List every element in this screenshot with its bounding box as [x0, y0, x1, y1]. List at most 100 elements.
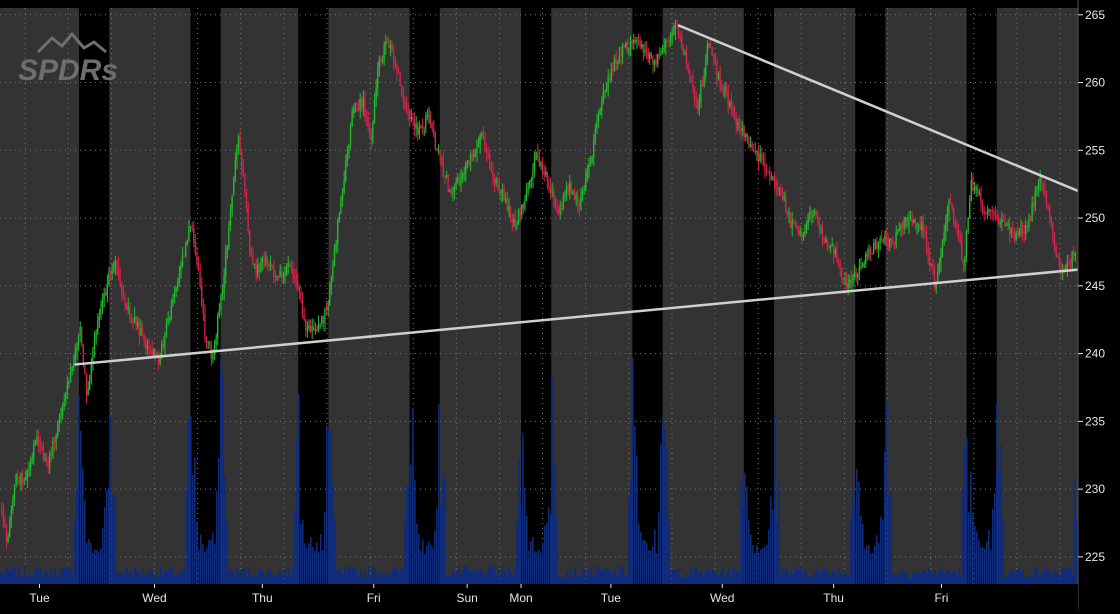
candle-body: [985, 212, 987, 214]
candle-body: [1018, 230, 1020, 236]
candle-body: [378, 58, 380, 69]
candle-body: [135, 316, 137, 327]
candle-body: [756, 151, 758, 153]
volume-bar: [76, 488, 78, 584]
volume-bar: [242, 568, 244, 584]
candle-body: [602, 91, 604, 103]
volume-bar: [612, 573, 614, 584]
volume-bar: [1038, 575, 1040, 584]
time-axis[interactable]: Tue Wed Thu Fri Sun Mon Tue Wed Thu Fri: [0, 584, 1078, 609]
volume-bar: [1058, 575, 1060, 584]
volume-bar: [986, 540, 988, 584]
candle-body: [177, 281, 179, 289]
candle-body: [930, 264, 932, 266]
volume-bar: [174, 574, 176, 584]
candle-body: [559, 207, 561, 214]
volume-bar: [668, 519, 670, 584]
volume-bar: [348, 567, 350, 584]
candle-body: [781, 189, 784, 200]
candle-body: [845, 277, 848, 289]
volume-bar: [32, 577, 34, 584]
volume-bar: [30, 577, 32, 584]
candle-body: [887, 238, 889, 248]
volume-bar: [840, 572, 842, 584]
candle-body: [79, 327, 81, 337]
volume-bar: [52, 577, 54, 584]
volume-bar: [828, 574, 830, 584]
time-tick-label: Wed: [142, 591, 166, 605]
volume-bar: [730, 577, 732, 584]
candle-body: [527, 188, 529, 192]
volume-bar: [1042, 573, 1044, 584]
volume-bar: [686, 573, 688, 584]
candle-body: [881, 238, 883, 241]
candle-body: [615, 58, 617, 65]
volume-bar: [296, 439, 298, 584]
volume-bar: [100, 549, 102, 584]
volume-bar: [1030, 574, 1032, 584]
candle-body: [978, 192, 980, 194]
volume-bar: [182, 568, 184, 584]
candle-body: [213, 344, 216, 352]
volume-bar: [972, 512, 974, 584]
candle-body: [338, 214, 340, 221]
candle-body: [1058, 256, 1060, 267]
volume-bar: [310, 537, 312, 584]
candle-body: [533, 160, 536, 172]
volume-bar: [286, 576, 288, 584]
volume-bar: [1000, 444, 1002, 584]
volume-bar: [748, 520, 750, 584]
volume-bar: [564, 577, 566, 584]
volume-bar: [18, 566, 20, 584]
candle-body: [700, 84, 702, 103]
volume-bar: [754, 553, 756, 584]
volume-bar: [834, 570, 836, 584]
volume-bar: [274, 575, 276, 584]
candle-body: [322, 316, 324, 324]
candle-body: [826, 239, 828, 248]
volume-bar: [478, 571, 480, 584]
candle-body: [393, 51, 395, 63]
candle-body: [676, 25, 678, 27]
candle-body: [804, 229, 806, 235]
candle-body: [858, 267, 860, 274]
candle-body: [346, 154, 348, 162]
volume-bar: [36, 566, 38, 584]
volume-bar: [944, 573, 946, 584]
volume-bar: [876, 535, 878, 584]
volume-bar: [800, 566, 802, 584]
candle-body: [305, 319, 307, 331]
volume-bar: [512, 575, 514, 584]
candle-body: [1066, 261, 1068, 269]
time-tick-label: Mon: [509, 591, 532, 605]
volume-bar: [64, 567, 66, 584]
candle-body: [778, 188, 780, 190]
candle-body: [293, 274, 296, 276]
candle-body: [965, 232, 968, 256]
candle-body: [772, 176, 774, 181]
candle-body: [869, 249, 872, 253]
volume-bar: [58, 577, 60, 584]
volume-bar: [918, 571, 920, 584]
candle-body: [335, 243, 337, 249]
candle-body: [693, 87, 696, 99]
candle-body: [794, 223, 796, 225]
volume-bar: [900, 573, 902, 584]
candle-body: [39, 445, 41, 447]
volume-bar: [596, 566, 598, 584]
price-axis[interactable]: 225 230 235 240 245 250 255 260 265: [1077, 0, 1120, 609]
candle-body: [989, 209, 992, 212]
candle-body: [1041, 177, 1043, 184]
candle-body: [191, 226, 193, 228]
candle-body: [386, 42, 388, 44]
volume-bar: [110, 416, 112, 584]
candle-body: [524, 200, 526, 209]
candle-body: [1031, 202, 1033, 221]
time-tick-label: Wed: [710, 591, 734, 605]
volume-bar: [304, 543, 306, 584]
candle-body: [764, 160, 766, 170]
candle-body: [482, 133, 484, 137]
candle-body: [34, 441, 36, 446]
candle-body: [95, 333, 97, 339]
volume-bar: [8, 569, 10, 584]
